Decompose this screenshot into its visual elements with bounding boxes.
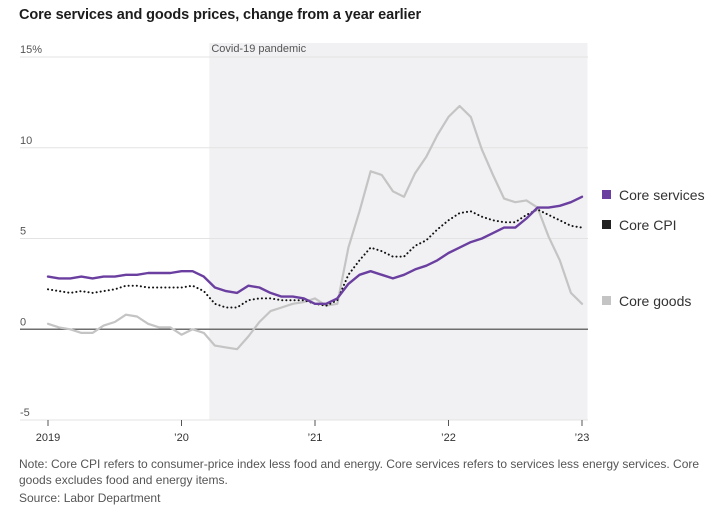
legend: Core services Core CPI Core goods — [602, 187, 705, 309]
y-tick-label: 0 — [20, 316, 26, 328]
y-axis: 15% 10 5 0 -5 — [20, 44, 42, 419]
legend-swatch-core-cpi — [602, 220, 611, 229]
x-tick-label: 2019 — [36, 432, 60, 444]
chart-note: Note: Core CPI refers to consumer-price … — [19, 457, 700, 487]
x-tick-label: ’21 — [308, 432, 323, 444]
y-tick-label: 5 — [20, 226, 26, 238]
x-tick-label: ’22 — [441, 432, 456, 444]
chart-plot: 15% 10 5 0 -5 2019 ’20 ’21 ’22 ’23 Covid-19 pand… — [20, 43, 705, 444]
x-tick-label: ’23 — [575, 432, 590, 444]
legend-label-core-cpi: Core CPI — [619, 217, 677, 233]
series-line-core-goods — [46, 104, 584, 351]
y-tick-label: -5 — [20, 407, 30, 419]
legend-swatch-core-services — [602, 190, 611, 199]
legend-label-core-goods: Core goods — [619, 293, 691, 309]
y-tick-label: 15% — [20, 44, 42, 56]
x-axis: 2019 ’20 ’21 ’22 ’23 — [36, 420, 590, 444]
chart-source: Source: Labor Department — [19, 491, 161, 505]
chart-title: Core services and goods prices, change f… — [19, 7, 421, 23]
x-tick-label: ’20 — [174, 432, 189, 444]
legend-swatch-core-goods — [602, 296, 611, 305]
series-lines — [46, 104, 584, 351]
y-tick-label: 10 — [20, 135, 32, 147]
series-line-core-services — [46, 195, 584, 305]
covid-shaded-region — [209, 43, 588, 420]
legend-label-core-services: Core services — [619, 187, 705, 203]
covid-pandemic-label: Covid-19 pandemic — [211, 43, 306, 55]
grid-lines — [20, 56, 588, 421]
